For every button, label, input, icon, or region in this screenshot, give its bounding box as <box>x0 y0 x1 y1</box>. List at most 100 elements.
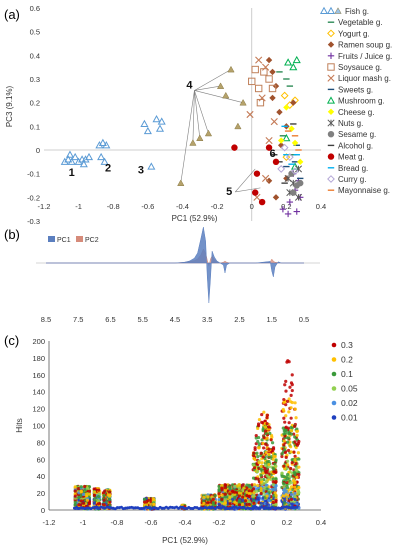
y-tick-label: -0.1 <box>27 170 40 179</box>
hit-point <box>271 466 275 470</box>
point-liquor-mash-g- <box>262 63 270 71</box>
hit-point <box>293 458 297 462</box>
hit-point <box>247 484 251 488</box>
hit-point <box>271 487 275 492</box>
hit-point <box>259 488 263 493</box>
point-ramen-soup-g- <box>276 108 283 116</box>
hit-point <box>295 427 299 431</box>
hit-point <box>272 454 276 459</box>
point-mushroom-g- <box>290 162 300 170</box>
panel-b-areas <box>36 226 320 304</box>
point-fruits-juice-g- <box>284 210 292 218</box>
hit-point <box>223 486 227 490</box>
panel-a-annotations: 1 2 3 4 5 6 <box>69 79 276 197</box>
hit-point <box>286 472 290 477</box>
hit-point <box>223 497 227 501</box>
x-tick-label: 7.5 <box>73 315 83 324</box>
legend-label: Mayonnaise g. <box>338 186 390 195</box>
hit-point <box>282 432 286 436</box>
point-fish-g- <box>100 157 109 165</box>
hit-point <box>228 502 232 506</box>
y-tick-label: 0 <box>36 146 40 155</box>
point-mushroom-g- <box>282 133 291 142</box>
hit-point <box>73 485 77 489</box>
hit-point <box>211 501 215 505</box>
legend-marker <box>327 108 335 115</box>
point-fish-g- <box>81 155 90 163</box>
hit-point <box>282 482 286 486</box>
hit-point <box>96 502 101 506</box>
hit-point <box>284 455 288 459</box>
y-tick-label: 200 <box>32 337 45 346</box>
point-soysauce-g- <box>254 84 263 93</box>
y-tick-label: 40 <box>37 472 45 481</box>
point-curry-g- <box>280 143 289 152</box>
hit-point <box>280 452 284 456</box>
y-tick-label: 0.2 <box>30 99 40 108</box>
hit-point <box>252 483 257 487</box>
hit-point <box>282 485 286 489</box>
hit-point <box>264 489 268 494</box>
group-annotation: 3 <box>138 165 144 177</box>
hit-point <box>223 488 227 492</box>
hit-point <box>267 462 271 467</box>
hit-point <box>251 487 256 491</box>
hit-point <box>220 486 224 490</box>
hit-point <box>73 494 77 498</box>
hit-point <box>257 446 261 450</box>
hit-point <box>286 463 290 467</box>
hit-point <box>283 501 287 505</box>
hit-point <box>202 501 206 506</box>
hit-point <box>257 496 261 500</box>
point-fish-g- <box>64 155 73 163</box>
point-fish-g- <box>147 162 156 170</box>
hit-point <box>250 483 254 487</box>
point-ramen-soup-g- <box>269 94 276 102</box>
hit-point <box>282 397 286 402</box>
hit-point <box>262 410 266 414</box>
annotation-line-4 <box>194 90 244 103</box>
hit-point <box>217 488 221 492</box>
hit-point <box>262 477 266 482</box>
legend-label: Fish g. <box>345 7 369 16</box>
hit-point <box>282 443 286 447</box>
x-tick-label: 8.5 <box>41 315 51 324</box>
hit-point <box>264 451 268 455</box>
y-tick-label: 0 <box>41 506 45 515</box>
point-soysauce-g- <box>251 65 259 74</box>
hit-point <box>297 465 301 469</box>
point-liquor-mash-g- <box>258 94 266 102</box>
point-liquor-mash-g- <box>262 174 270 182</box>
hit-point <box>256 426 260 431</box>
hit-point <box>263 463 268 468</box>
hit-point <box>288 487 292 491</box>
legend-marker <box>327 131 335 138</box>
hit-point <box>293 485 297 489</box>
hit-point <box>281 426 285 430</box>
hit-point <box>273 491 277 495</box>
legend-label: PC2 <box>85 237 99 244</box>
hit-point <box>81 501 86 505</box>
legend-marker <box>327 29 335 38</box>
hit-point <box>286 359 290 363</box>
y-axis-label: PC3 (9.1%) <box>5 85 14 127</box>
hit-point <box>284 414 288 418</box>
hit-point <box>289 450 293 454</box>
hit-point <box>282 494 286 498</box>
x-tick-label: -1 <box>80 518 87 527</box>
point-meat-g- <box>253 170 261 177</box>
y-tick-label: 0.6 <box>30 4 40 13</box>
hit-point <box>268 431 272 435</box>
legend-label: Sweets g. <box>338 85 373 94</box>
hit-point <box>217 502 221 506</box>
hit-point <box>206 501 210 505</box>
hit-point <box>284 478 288 482</box>
y-tick-label: 0.3 <box>30 75 40 84</box>
x-tick-label: 0.4 <box>316 202 326 211</box>
panel-a-scatter: -0.3 -0.2 -0.1 0 0.1 0.2 0.3 0.4 0.5 0.6 -1.2 -1 -0.… <box>5 4 392 226</box>
y-tick-label: 0.4 <box>30 51 40 60</box>
hit-point <box>217 497 221 502</box>
point-fish-g- <box>74 157 83 165</box>
legend-marker <box>331 357 337 362</box>
x-tick-label: -1.2 <box>38 202 51 211</box>
